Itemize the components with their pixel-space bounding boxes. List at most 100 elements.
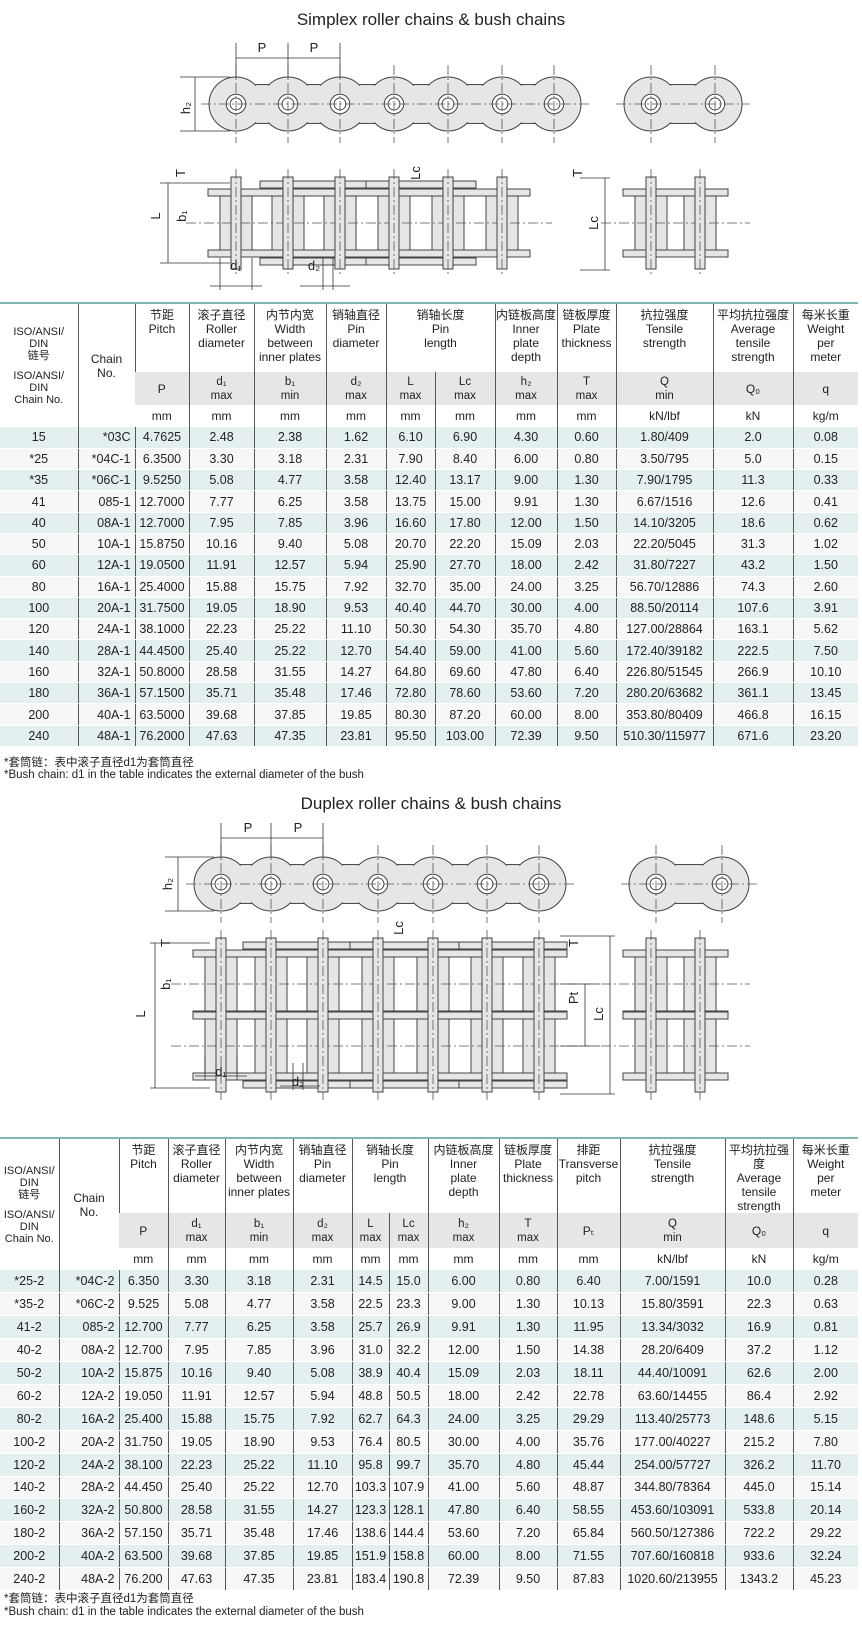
- value-cell: 8.00: [498, 1544, 558, 1569]
- value-cell: 0.28: [792, 1270, 859, 1294]
- value-cell: 18.90: [224, 1430, 293, 1454]
- value-cell: 3.91: [792, 597, 859, 620]
- table-row: 160 32A-1 50.8000 28.58 31.55 14.27 64.80 69.60…: [0, 661, 859, 684]
- label-Pt: Pt: [566, 991, 581, 1004]
- table-row: 50 10A-1 15.8750 10.16 9.40 5.08 20.70 22.20 15.…: [0, 533, 859, 556]
- label-d2: d₂: [308, 258, 320, 273]
- value-cell: 12.40: [385, 469, 435, 492]
- symbol-header: d₂ max: [292, 1213, 352, 1248]
- value-cell: 95.8: [351, 1453, 389, 1477]
- value-cell: 35.70: [427, 1453, 500, 1477]
- value-cell: 5.94: [325, 554, 386, 577]
- chain-no-cell: 085-2: [58, 1315, 119, 1340]
- column-header: 内链板高度 Inner plate depth: [427, 1138, 500, 1213]
- label-pitch: P: [294, 820, 303, 835]
- value-cell: 510.30/115977: [615, 725, 714, 747]
- value-cell: 87.20: [434, 703, 496, 726]
- footnote-en: *Bush chain: d1 in the table indicates t…: [4, 1606, 364, 1618]
- value-cell: 43.2: [712, 554, 794, 577]
- value-cell: 11.91: [167, 1384, 225, 1408]
- value-cell: 15.88: [167, 1407, 225, 1431]
- value-cell: 35.00: [434, 576, 496, 598]
- value-cell: 44.70: [434, 597, 496, 620]
- value-cell: 22.20/5045: [615, 533, 714, 556]
- table-row: 180 36A-1 57.1500 35.71 35.48 17.46 72.80 78.60…: [0, 682, 859, 705]
- value-cell: 12.57: [253, 554, 326, 577]
- value-cell: 172.40/39182: [615, 639, 714, 662]
- value-cell: 3.58: [292, 1292, 352, 1317]
- table-row: 200 40A-1 63.5000 39.68 37.85 19.85 80.30 87.20…: [0, 703, 859, 726]
- value-cell: 10.10: [792, 661, 859, 684]
- table-row: 180-2 36A-2 57.150 35.71 35.48 17.46 138.6 144.…: [0, 1521, 859, 1546]
- symbol-header: Q min: [619, 1213, 726, 1248]
- value-cell: 9.5250: [134, 469, 189, 492]
- chain-no-cell: *04C-2: [58, 1270, 119, 1294]
- chain-no-cell: 20A-2: [58, 1430, 119, 1454]
- column-header: 销轴长度 Pin length: [385, 303, 496, 372]
- value-cell: 25.7: [351, 1315, 389, 1340]
- value-cell: 99.7: [388, 1453, 429, 1477]
- iso-chain-no-cell: 60-2: [0, 1384, 59, 1408]
- value-cell: 933.6: [724, 1544, 794, 1569]
- column-header: 内节内宽 Width between inner plates: [253, 303, 326, 372]
- value-cell: 38.1000: [134, 618, 189, 641]
- value-cell: 22.3: [724, 1292, 794, 1317]
- value-cell: 8.40: [434, 448, 496, 471]
- value-cell: 4.80: [556, 618, 617, 641]
- simplex-chain-diagram: P P h₂ T L b₁ d₁ d₂ Lc T Lc: [148, 40, 750, 290]
- value-cell: 0.41: [792, 490, 859, 513]
- outer-plate: [365, 180, 477, 189]
- value-cell: 15.75: [253, 576, 326, 598]
- unit-header: mm: [494, 405, 558, 427]
- value-cell: 54.40: [385, 639, 435, 662]
- value-cell: 445.0: [724, 1476, 794, 1500]
- value-cell: 44.4500: [134, 639, 189, 662]
- value-cell: 103.00: [434, 725, 496, 747]
- chain-no-cell: *04C-1: [77, 448, 135, 471]
- value-cell: 6.40: [498, 1498, 558, 1523]
- unit-header: mm: [133, 1252, 154, 1266]
- value-cell: 44.450: [118, 1476, 168, 1500]
- value-cell: 35.76: [556, 1430, 621, 1454]
- iso-header-en: ISO/ANSI/ DIN Chain No.: [13, 369, 65, 406]
- unit-header: kg/m: [792, 405, 859, 427]
- value-cell: 22.78: [556, 1384, 621, 1408]
- value-cell: 28.58: [167, 1498, 225, 1523]
- table-row: 100-2 20A-2 31.750 19.05 18.90 9.53 76.4 80.5 30…: [0, 1430, 859, 1454]
- value-cell: 78.60: [434, 682, 496, 705]
- symbol-header: d₁ max: [188, 372, 254, 405]
- value-cell: 15.88: [188, 576, 254, 598]
- unit-header: mm: [224, 1248, 293, 1270]
- column-header: 节距 Pitch: [118, 1138, 168, 1213]
- value-cell: 4.7625: [134, 427, 189, 449]
- value-cell: 6.40: [556, 1270, 621, 1294]
- chain-no-cell: 28A-1: [77, 639, 135, 662]
- value-cell: 12.70: [292, 1476, 352, 1500]
- symbol-header: L max: [385, 372, 435, 405]
- value-cell: 9.91: [494, 490, 558, 513]
- value-cell: 7.20: [556, 682, 617, 705]
- value-cell: 707.60/160818: [619, 1544, 726, 1569]
- value-cell: 3.30: [167, 1270, 225, 1294]
- inner-plate: [207, 188, 531, 197]
- value-cell: 6.00: [494, 448, 558, 471]
- symbol-header: Q₀: [724, 1213, 794, 1248]
- value-cell: 39.68: [188, 703, 254, 726]
- value-cell: 123.3: [351, 1498, 389, 1523]
- value-cell: 361.1: [712, 682, 794, 705]
- value-cell: 6.350: [118, 1270, 168, 1294]
- value-cell: 63.500: [118, 1544, 168, 1569]
- unit-header: mm: [434, 405, 496, 427]
- value-cell: 7.95: [167, 1338, 225, 1363]
- value-cell: 5.08: [188, 469, 254, 492]
- column-header: 链板厚度 Plate thickness: [556, 303, 617, 372]
- iso-chain-no-cell: 50-2: [0, 1361, 59, 1385]
- value-cell: 0.33: [792, 469, 859, 492]
- value-cell: 32.2: [388, 1338, 429, 1363]
- value-cell: 74.3: [712, 576, 794, 598]
- label-h2: h₂: [160, 878, 175, 890]
- label-pitch: P: [258, 40, 267, 55]
- value-cell: 17.46: [325, 682, 386, 705]
- chain-no-cell: 10A-1: [77, 533, 135, 556]
- value-cell: 4.77: [224, 1292, 293, 1317]
